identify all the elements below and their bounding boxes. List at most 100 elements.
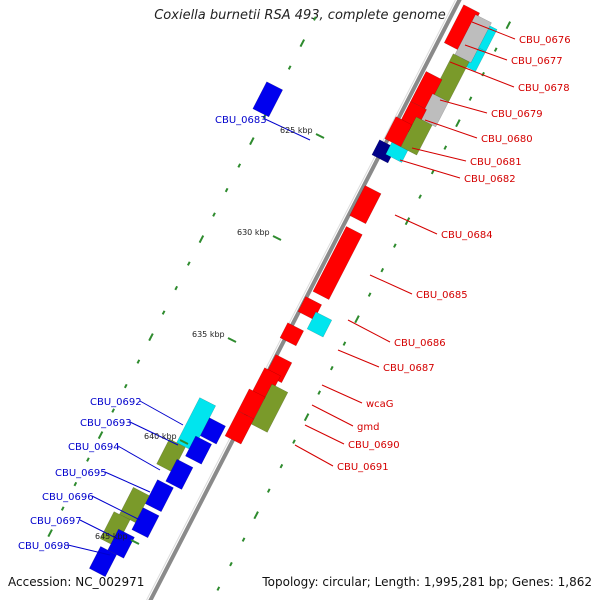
kbp-tick bbox=[130, 539, 140, 545]
outer-tick bbox=[393, 243, 397, 248]
inner-tick bbox=[111, 408, 115, 413]
leader-line bbox=[399, 159, 461, 179]
outer-tick bbox=[266, 488, 271, 493]
leader-line bbox=[321, 384, 363, 404]
kbp-label: 630 kbp bbox=[237, 228, 270, 237]
outer-tick bbox=[292, 439, 296, 444]
kbp-tick bbox=[227, 337, 237, 343]
gene-feature-blue bbox=[165, 458, 194, 490]
gene-label-cbu_0677: CBU_0677 bbox=[511, 56, 563, 67]
outer-tick bbox=[481, 71, 485, 77]
genome-title: Coxiella burnetii RSA 493, complete geno… bbox=[154, 8, 446, 23]
inner-tick bbox=[249, 137, 255, 146]
gene-feature-blue bbox=[131, 507, 160, 539]
leader-line bbox=[117, 445, 161, 471]
gene-label-cbu_0681: CBU_0681 bbox=[470, 157, 522, 168]
outer-tick bbox=[380, 267, 385, 273]
inner-tick bbox=[299, 39, 306, 48]
inner-tick bbox=[187, 261, 191, 266]
inner-tick bbox=[47, 529, 53, 538]
gene-label-cbu_0687: CBU_0687 bbox=[383, 363, 435, 374]
leader-line bbox=[104, 471, 151, 493]
kbp-label: 635 kbp bbox=[192, 330, 225, 339]
inner-tick bbox=[198, 235, 205, 244]
gene-label-cbu_0676: CBU_0676 bbox=[519, 35, 571, 46]
outer-tick bbox=[455, 119, 461, 128]
gene-feature-cyan bbox=[306, 311, 333, 338]
inner-tick bbox=[237, 163, 242, 168]
outer-tick bbox=[493, 47, 498, 52]
leader-line bbox=[79, 519, 121, 541]
kbp-label: 625 kbp bbox=[280, 126, 313, 135]
outer-tick bbox=[342, 341, 347, 346]
gene-feature-blue bbox=[107, 528, 135, 559]
gene-label-cbu_0683: CBU_0683 bbox=[215, 115, 267, 126]
inner-tick bbox=[148, 333, 154, 342]
kbp-label: 640 kbp bbox=[144, 432, 177, 441]
leader-line bbox=[394, 214, 438, 235]
leader-line bbox=[311, 404, 354, 427]
kbp-tick bbox=[179, 439, 189, 445]
kbp-label: 645 kbp bbox=[95, 532, 128, 541]
gene-label-cbu_0680: CBU_0680 bbox=[481, 134, 533, 145]
outer-tick bbox=[430, 169, 435, 175]
leader-line bbox=[67, 544, 111, 556]
kbp-tick bbox=[315, 133, 325, 139]
accession-text: Accession: NC_002971 bbox=[8, 575, 145, 589]
kbp-tick-labels: 625 kbp 630 kbp 635 kbp 640 kbp 645 kbp bbox=[95, 126, 325, 545]
gene-label-cbu_0684: CBU_0684 bbox=[441, 230, 493, 241]
inner-tick bbox=[212, 212, 216, 217]
outer-tick bbox=[317, 390, 322, 395]
gene-label-cbu_0696: CBU_0696 bbox=[42, 492, 94, 503]
leader-line bbox=[304, 424, 345, 445]
outer-tick bbox=[330, 365, 334, 371]
inner-tick-marks bbox=[47, 16, 317, 538]
gene-label-cbu_0698: CBU_0698 bbox=[18, 541, 70, 552]
gene-feature-blue bbox=[88, 546, 117, 578]
gene-label-cbu_0693: CBU_0693 bbox=[80, 418, 132, 429]
gene-feature-gray bbox=[454, 14, 492, 64]
label-leader-lines bbox=[67, 21, 516, 556]
outer-tick bbox=[241, 537, 246, 542]
inner-tick bbox=[73, 481, 78, 487]
gene-feature-red bbox=[224, 410, 255, 445]
gene-feature-olive bbox=[400, 116, 433, 156]
outer-tick bbox=[443, 145, 448, 150]
gene-label-cbu_0691: CBU_0691 bbox=[337, 462, 389, 473]
gene-feature-blue bbox=[185, 435, 213, 465]
inner-tick bbox=[161, 310, 166, 315]
outer-tick bbox=[418, 194, 422, 199]
inner-tick bbox=[60, 506, 65, 511]
leader-line bbox=[424, 119, 478, 139]
leader-line bbox=[139, 400, 184, 426]
leader-line bbox=[337, 349, 380, 368]
leader-line bbox=[264, 118, 311, 141]
outer-tick bbox=[253, 511, 259, 520]
gene-feature-red bbox=[349, 185, 382, 225]
gene-label-cbu_0695: CBU_0695 bbox=[55, 468, 107, 479]
gene-label-cbu_0685: CBU_0685 bbox=[416, 290, 468, 301]
outer-tick bbox=[279, 463, 284, 469]
kbp-tick bbox=[272, 235, 282, 241]
gene-feature-navy bbox=[371, 139, 396, 164]
gene-label-cbu_0694: CBU_0694 bbox=[68, 442, 120, 453]
leader-line bbox=[411, 147, 467, 162]
gene-feature-blue bbox=[199, 417, 226, 445]
outer-tick bbox=[229, 561, 233, 567]
gene-label-cbu_0697: CBU_0697 bbox=[30, 516, 82, 527]
inner-tick bbox=[97, 431, 104, 440]
topology-text: Topology: circular; Length: 1,995,281 bp… bbox=[262, 575, 592, 589]
leader-line bbox=[449, 61, 515, 88]
outer-tick bbox=[468, 96, 473, 101]
gene-label-cbu_0686: CBU_0686 bbox=[394, 338, 446, 349]
inner-tick bbox=[287, 65, 292, 70]
gene-label-cbu_0682: CBU_0682 bbox=[464, 174, 516, 185]
inner-tick bbox=[86, 457, 90, 462]
leader-line bbox=[439, 99, 488, 114]
inner-tick bbox=[136, 359, 141, 364]
gene-labels: CBU_0676 CBU_0677 CBU_0678 CBU_0679 CBU_0680… bbox=[18, 35, 571, 552]
gene-label-wcag: wcaG bbox=[366, 399, 394, 410]
outer-tick bbox=[367, 292, 372, 297]
gene-feature-blue bbox=[252, 81, 284, 118]
